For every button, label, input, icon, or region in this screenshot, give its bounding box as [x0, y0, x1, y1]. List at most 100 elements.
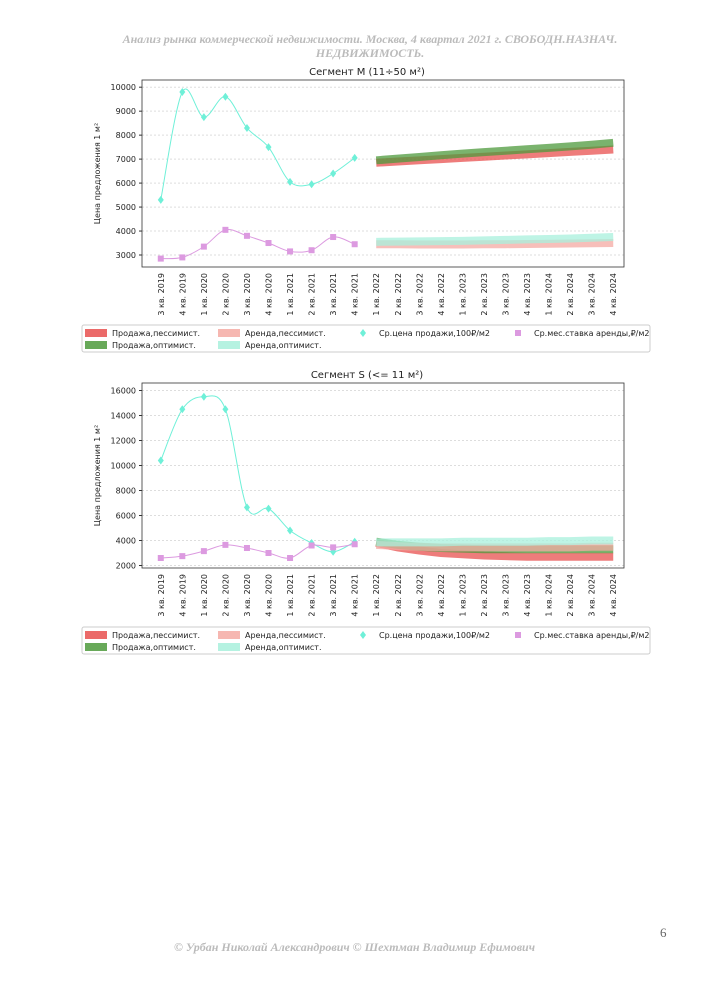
square-marker — [265, 550, 272, 556]
x-tick-label: 1 кв. 2022 — [372, 574, 381, 617]
x-tick-label: 2 кв. 2022 — [394, 574, 403, 617]
series-line — [160, 228, 355, 260]
legend-frame — [81, 626, 651, 655]
x-tick-label: 3 кв. 2022 — [415, 574, 424, 617]
legend-label: Ср.цена продажи,100₽/м2 — [379, 329, 490, 338]
legend-swatch — [85, 643, 107, 651]
diamond-marker — [243, 503, 250, 512]
diamond-marker — [222, 92, 229, 101]
x-tick-label: 1 кв. 2020 — [200, 273, 209, 316]
x-tick-label: 1 кв. 2021 — [286, 574, 295, 617]
square-marker — [179, 254, 186, 261]
y-tick-label: 8000 — [116, 131, 136, 140]
square-marker — [200, 243, 207, 250]
square-marker — [243, 545, 250, 551]
legend-swatch — [218, 329, 240, 337]
diamond-marker — [222, 405, 229, 414]
x-tick-label: 2 кв. 2021 — [308, 574, 317, 617]
x-tick-label: 3 кв. 2022 — [415, 273, 424, 316]
x-tick-label: 4 кв. 2021 — [351, 273, 360, 316]
square-marker — [287, 555, 294, 561]
diamond-marker — [243, 123, 250, 132]
plot-frame — [141, 79, 625, 268]
x-tick-label: 3 кв. 2019 — [157, 273, 166, 316]
x-tick-label: 4 кв. 2020 — [265, 273, 274, 316]
x-tick-label: 3 кв. 2023 — [502, 273, 511, 316]
x-tick-label: 4 кв. 2021 — [351, 574, 360, 617]
diamond-marker — [200, 392, 207, 401]
x-tick-label: 4 кв. 2022 — [437, 574, 446, 617]
legend-swatch — [515, 632, 521, 638]
legend-label: Продажа,оптимист. — [112, 341, 196, 350]
x-tick-label: 2 кв. 2024 — [566, 574, 575, 617]
x-tick-label: 3 кв. 2024 — [588, 273, 597, 316]
diamond-marker — [157, 195, 164, 204]
legend-swatch — [515, 330, 521, 336]
y-tick-label: 2000 — [116, 562, 136, 571]
x-tick-label: 2 кв. 2022 — [394, 273, 403, 316]
series-line — [160, 543, 355, 559]
y-tick-label: 16000 — [111, 387, 136, 396]
forecast-band — [375, 138, 614, 165]
x-tick-label: 1 кв. 2021 — [286, 273, 295, 316]
diamond-marker — [179, 405, 186, 414]
x-tick-label: 2 кв. 2023 — [480, 574, 489, 617]
x-tick-label: 3 кв. 2021 — [329, 273, 338, 316]
x-tick-label: 1 кв. 2024 — [545, 273, 554, 316]
x-tick-label: 4 кв. 2019 — [178, 574, 187, 617]
diamond-marker — [179, 87, 186, 96]
chart-title: Сегмент S (<= 11 м²) — [311, 370, 423, 381]
legend-label: Ср.мес.ставка аренды,₽/м2 — [534, 631, 650, 640]
legend-label: Ср.мес.ставка аренды,₽/м2 — [534, 329, 650, 338]
chart-title: Сегмент М (11÷50 м²) — [309, 67, 425, 78]
series-line — [160, 88, 355, 200]
x-tick-label: 4 кв. 2024 — [609, 574, 618, 617]
square-marker — [287, 248, 294, 255]
diamond-marker — [351, 153, 358, 162]
x-tick-label: 4 кв. 2019 — [178, 273, 187, 316]
y-tick-label: 7000 — [116, 155, 136, 164]
x-tick-label: 4 кв. 2020 — [265, 574, 274, 617]
x-tick-label: 3 кв. 2019 — [157, 574, 166, 617]
square-marker — [222, 541, 229, 548]
square-marker — [222, 226, 229, 233]
y-tick-label: 10000 — [111, 462, 136, 471]
x-tick-label: 3 кв. 2020 — [243, 574, 252, 617]
x-tick-label: 1 кв. 2020 — [200, 574, 209, 617]
x-tick-label: 2 кв. 2023 — [480, 273, 489, 316]
legend-label: Аренда,пессимист. — [245, 631, 326, 640]
diamond-marker — [265, 143, 272, 152]
x-tick-label: 1 кв. 2023 — [458, 273, 467, 316]
square-marker — [157, 255, 164, 262]
square-marker — [179, 553, 186, 560]
square-marker — [351, 241, 358, 248]
legend-label: Продажа,оптимист. — [112, 643, 196, 652]
square-marker — [200, 548, 207, 555]
y-tick-label: 6000 — [116, 512, 136, 521]
y-tick-label: 10000 — [111, 83, 136, 92]
x-tick-label: 2 кв. 2020 — [221, 574, 230, 617]
square-marker — [308, 542, 315, 549]
y-tick-label: 5000 — [116, 203, 136, 212]
y-tick-label: 3000 — [116, 251, 136, 260]
x-tick-label: 1 кв. 2023 — [458, 574, 467, 617]
square-marker — [351, 541, 358, 548]
x-tick-label: 2 кв. 2021 — [308, 273, 317, 316]
square-marker — [243, 232, 250, 239]
y-axis-label: Цена предложения 1 м² — [93, 425, 102, 526]
legend-swatch — [218, 631, 240, 639]
y-tick-label: 8000 — [116, 487, 136, 496]
forecast-band — [375, 540, 614, 552]
legend-swatch — [360, 631, 366, 639]
x-tick-label: 3 кв. 2020 — [243, 273, 252, 316]
x-tick-label: 4 кв. 2024 — [609, 273, 618, 316]
y-tick-label: 12000 — [111, 437, 136, 446]
diamond-marker — [308, 180, 315, 189]
diamond-marker — [265, 504, 272, 513]
diamond-marker — [157, 456, 164, 465]
x-tick-label: 1 кв. 2024 — [545, 574, 554, 617]
x-tick-label: 3 кв. 2024 — [588, 574, 597, 617]
legend-swatch — [218, 643, 240, 651]
plot-frame — [141, 382, 625, 569]
